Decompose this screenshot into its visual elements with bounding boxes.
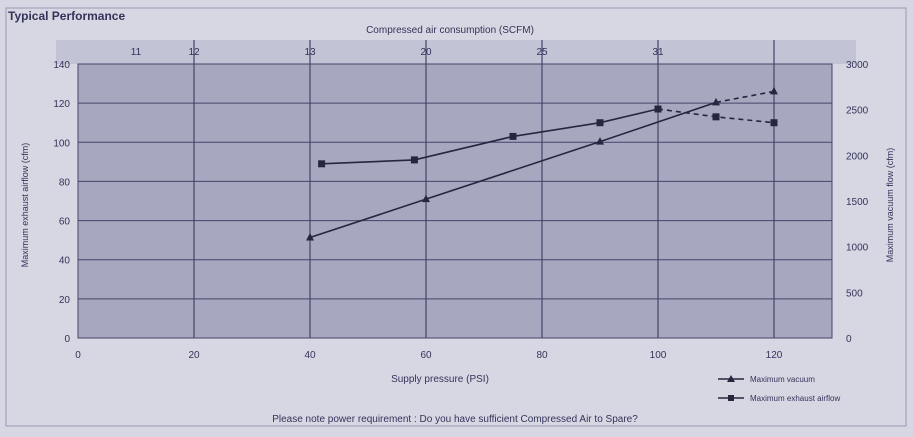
data-point-square [509,132,517,140]
x-tick-label: 80 [536,350,548,361]
x-tick-label: 20 [188,350,200,361]
top-axis-tick-label: 31 [652,47,664,58]
data-point-triangle [712,97,720,106]
legend-marker-triangle [727,375,735,382]
y-tick-label: 140 [53,60,70,71]
data-point-square [410,156,418,164]
y-right-tick-label: 3000 [846,60,869,71]
y-right-tick-label: 2500 [846,106,869,117]
top-axis-tick-label: 25 [536,47,548,58]
y-right-tick-label: 1500 [846,197,869,208]
data-point-triangle [596,137,604,145]
x-tick-label: 120 [766,350,783,361]
y-tick-label: 0 [64,334,70,345]
data-point-square [712,113,720,121]
data-point-square [318,160,326,168]
y-right-tick-label: 1000 [846,243,869,254]
y-right-tick-label: 0 [846,334,852,345]
legend-label: Maximum vacuum [750,375,815,384]
top-axis-tick-label: 13 [304,47,316,58]
data-point-square [654,105,662,113]
chart-frame [5,7,907,427]
x-tick-label: 60 [420,350,432,361]
data-point-square [770,119,778,127]
data-point-triangle [306,233,314,241]
top-axis-tick-label: 20 [420,47,432,58]
chart-title: Typical Performance [8,9,125,23]
top-axis-tick-label: 12 [188,47,200,58]
right-axis-label-group: Maximum vacuum flow (cfm) [885,148,895,263]
chart-footnote: Please note power requirement : Do you h… [272,414,638,425]
y-right-tick-label: 500 [846,288,863,299]
y-tick-label: 100 [53,138,70,149]
x-tick-label: 100 [650,350,667,361]
series-line-dashed-0 [715,90,775,104]
top-axis-band [56,40,856,64]
data-point-triangle [770,86,778,95]
series-line-0 [309,101,717,239]
legend-marker-square [728,395,734,401]
plot-layer: 0204060801001201400500100015002000250030… [5,7,907,427]
y-axis-label: Maximum exhaust airflow (cfm) [20,143,30,268]
x-axis-label: Supply pressure (PSI) [391,374,489,385]
top-axis-label: Compressed air consumption (SCFM) [366,25,534,36]
y-tick-label: 120 [53,99,70,110]
x-tick-label: 40 [304,350,316,361]
legend-label: Maximum exhaust airflow [750,394,840,403]
y-axis-right-label: Maximum vacuum flow (cfm) [885,148,895,263]
x-tick-label: 0 [75,350,81,361]
data-point-square [596,119,604,127]
data-point-triangle [422,194,430,203]
y-tick-label: 60 [59,217,71,228]
top-axis-tick-label: 11 [131,47,142,58]
y-tick-label: 20 [59,295,71,306]
y-tick-label: 80 [59,177,71,188]
y-tick-label: 40 [59,256,71,267]
y-right-tick-label: 2000 [846,151,869,162]
left-axis-label-group: Maximum exhaust airflow (cfm) [20,143,30,268]
